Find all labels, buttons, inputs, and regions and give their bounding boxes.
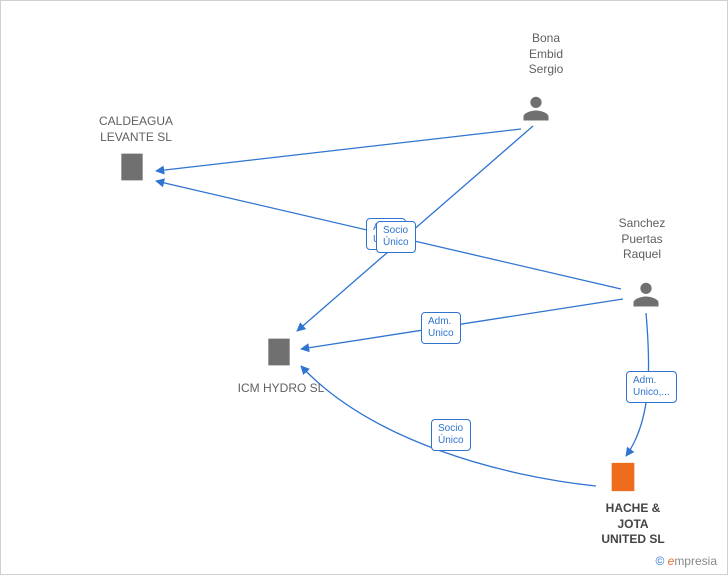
edge-label: Socio Único [431,419,471,451]
node-company-hache[interactable]: HACHE & JOTA UNITED SL [583,501,683,548]
building-icon [116,151,148,183]
edge-label: Adm. Unico [421,312,461,344]
edge-label: Adm. Unico,... [626,371,677,403]
node-person-bona[interactable]: Bona Embid Sergio [506,31,586,78]
person-icon [521,93,551,123]
node-label: HACHE & JOTA UNITED SL [583,501,683,548]
building-icon-icm [263,336,295,373]
edge-label: Socio Único [376,221,416,253]
node-person-sanchez[interactable]: Sanchez Puertas Raquel [597,216,687,263]
edge-sanchez-icm [301,299,623,349]
copyright-symbol: © [655,554,664,568]
person-icon [631,279,661,309]
edge-bona-caldeagua [156,129,521,171]
node-label: ICM HYDRO SL [221,381,341,397]
building-icon [263,336,295,368]
node-company-caldeagua[interactable]: CALDEAGUA LEVANTE SL [86,114,186,145]
node-label: CALDEAGUA LEVANTE SL [86,114,186,145]
building-icon [606,460,640,494]
node-label: Bona Embid Sergio [506,31,586,78]
building-icon-caldeagua [116,151,148,188]
brand-rest: mpresia [674,554,717,568]
node-company-icm[interactable]: ICM HYDRO SL [221,381,341,397]
diagram-canvas: Bona Embid Sergio Sanchez Puertas Raquel… [0,0,728,575]
watermark: © empresia [655,554,717,568]
building-icon-hache [606,460,640,499]
person-icon-bona [521,93,551,128]
person-icon-sanchez [631,279,661,314]
node-label: Sanchez Puertas Raquel [597,216,687,263]
